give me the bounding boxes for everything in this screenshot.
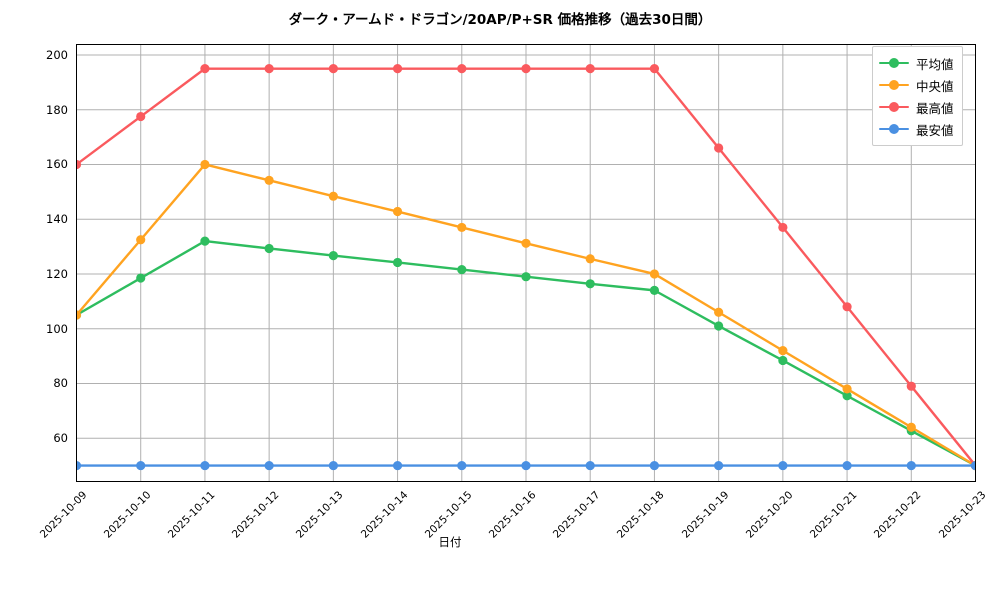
series-marker [714,143,724,153]
y-tick-label: 80 [53,376,68,391]
series-marker [328,64,338,74]
chart-title: ダーク・アームド・ドラゴン/20AP/P+SR 価格推移（過去30日間） [288,12,712,28]
series-marker [392,206,403,217]
legend-swatch-icon [879,101,909,113]
series-marker [778,460,788,471]
series-marker [585,279,595,289]
series-marker [842,302,852,312]
y-tick-label: 140 [46,212,68,227]
series-marker [714,307,724,317]
series-marker [76,310,82,320]
legend-swatch-icon [879,79,909,91]
series-marker [585,460,595,471]
series-marker [136,460,146,471]
series-marker [200,460,210,471]
y-tick-label: 180 [46,102,68,117]
series-marker [457,460,467,471]
series-marker [521,64,531,74]
series-marker [521,460,531,471]
plot-svg [76,44,976,482]
y-tick-label: 160 [46,157,68,172]
series-marker [457,222,467,233]
series-marker [392,460,403,471]
series-marker [970,460,976,471]
series-marker [585,254,595,264]
series-marker [392,257,403,268]
legend-label: 中央値 [916,78,954,94]
y-tick-label: 60 [53,431,68,446]
series-marker [264,243,274,254]
series-marker [906,460,916,471]
series-marker [392,64,403,74]
series-marker [76,159,82,170]
grid-lines [76,44,976,482]
series-marker [585,64,595,74]
legend-item[interactable]: 最高値 [879,96,954,118]
series-marker [328,191,338,201]
x-axis-label: 日付 [438,535,462,549]
data-series-group [76,64,976,471]
series-marker [778,346,788,356]
data-series [76,460,976,471]
series-marker [649,269,660,279]
series-marker [842,460,852,471]
data-series [76,64,976,471]
series-marker [714,460,724,471]
series-marker [136,111,146,122]
series-marker [457,64,467,74]
series-marker [328,460,338,471]
data-series [76,236,976,471]
legend-label: 最安値 [916,122,954,138]
y-tick-label: 200 [46,47,68,62]
y-tick-label: 100 [46,321,68,336]
series-marker [200,64,210,74]
legend-swatch-icon [879,57,909,69]
series-marker [264,175,274,185]
legend-label: 平均値 [916,56,954,72]
y-tick-label: 120 [46,266,68,281]
series-marker [264,64,274,74]
series-marker [328,251,338,261]
series-marker [649,285,660,295]
legend-item[interactable]: 平均値 [879,52,954,74]
series-marker [649,64,660,74]
plot-area [76,44,976,482]
series-marker [842,384,852,394]
series-marker [136,235,146,245]
series-marker [136,273,146,283]
legend-item[interactable]: 中央値 [879,74,954,96]
series-marker [521,272,531,282]
chart-legend: 平均値中央値最高値最安値 [872,46,963,146]
series-marker [714,321,724,331]
plot-border [76,44,976,482]
series-marker [264,460,274,471]
series-marker [778,222,788,233]
series-marker [76,460,82,471]
series-marker [457,264,467,275]
series-marker [906,381,916,391]
series-marker [521,238,531,248]
series-marker [778,355,788,366]
legend-swatch-icon [879,123,909,135]
series-marker [649,460,660,471]
legend-item[interactable]: 最安値 [879,118,954,140]
legend-label: 最高値 [916,100,954,116]
series-marker [842,391,852,401]
series-marker [906,422,916,432]
series-marker [200,236,210,246]
series-marker [200,159,210,170]
